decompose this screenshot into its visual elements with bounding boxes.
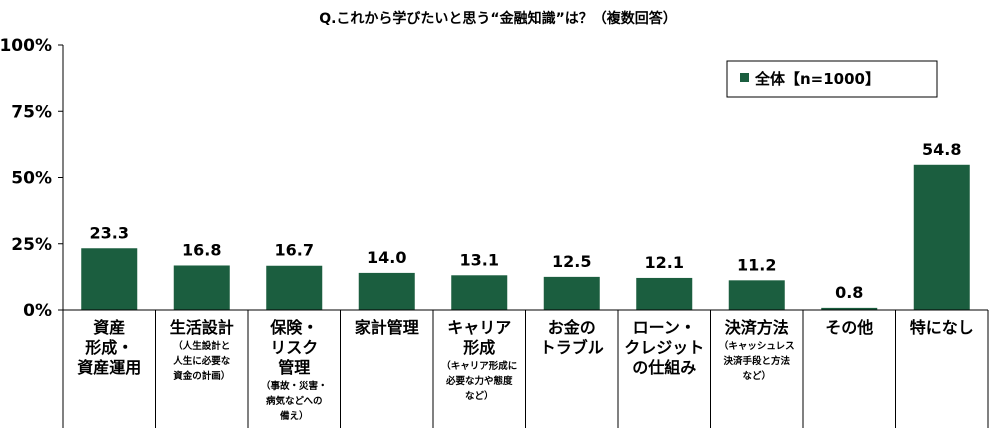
legend: 全体【n=1000】 [726, 60, 938, 98]
category-label: 資産運用 [77, 358, 141, 377]
y-tick-label: 75% [11, 102, 52, 122]
category-label: 資産 [93, 318, 125, 337]
bars [81, 164, 970, 310]
category-sublabel: など） [465, 390, 494, 402]
value-label: 12.1 [645, 253, 684, 272]
bar [358, 272, 415, 310]
category-label: 管理 [278, 358, 310, 377]
category-label: トラブル [540, 338, 604, 357]
value-label: 23.3 [90, 223, 129, 242]
value-label: 16.7 [275, 241, 314, 260]
value-label: 54.8 [922, 140, 961, 159]
value-label: 11.2 [737, 255, 776, 274]
category-sublabel: （人生設計と [173, 340, 230, 352]
bar [81, 248, 138, 310]
category-label: ローン・ [633, 318, 696, 337]
chart-title: Q.これから学びたいと思う“金融知識”は？（複数回答） [319, 10, 677, 27]
legend-label: 全体【n=1000】 [754, 70, 880, 88]
value-label: 0.8 [835, 283, 863, 302]
bar [173, 265, 230, 310]
category-sublabel: （キャッシュレス [719, 340, 795, 352]
value-label: 12.5 [552, 252, 591, 271]
bar [266, 265, 323, 310]
category-sublabel: 病気などへの [266, 395, 323, 407]
bar [636, 277, 693, 310]
category-label: キャリア [447, 318, 511, 337]
category-sublabel: 備え） [280, 410, 309, 422]
value-label: 16.8 [182, 240, 221, 259]
y-tick-label: 100% [0, 36, 52, 56]
category-label: 形成 [463, 338, 495, 357]
category-label: クレジット [624, 338, 704, 357]
category-label: 家計管理 [355, 318, 419, 337]
value-label: 14.0 [367, 248, 406, 267]
axes [62, 45, 989, 428]
bar [451, 275, 508, 310]
category-sublabel: （事故・災害・ [261, 380, 328, 392]
category-label: 決済方法 [725, 318, 789, 337]
category-label: 保険・ [269, 318, 318, 337]
category-label: 形成・ [85, 338, 133, 357]
bar [821, 307, 878, 310]
value-labels: 23.3 16.8 16.7 14.0 13.1 12.5 12.1 11.2 0.8 54.8 [90, 140, 962, 302]
category-label: 生活設計 [170, 318, 234, 337]
category-sublabel: 決済手段と方法 [723, 355, 790, 367]
y-tick-label: 25% [11, 235, 52, 255]
y-tick-label: 0% [23, 301, 52, 321]
category-sublabel: （キャリア形成に [441, 360, 517, 372]
category-sublabel: など） [742, 370, 771, 382]
value-label: 13.1 [460, 250, 499, 269]
category-label: 特になし [910, 318, 974, 337]
category-label: リスク [270, 338, 318, 357]
category-label: その他 [825, 318, 873, 337]
category-label: お金の [548, 318, 596, 337]
legend-swatch [740, 73, 749, 82]
y-tick-label: 50% [11, 169, 52, 189]
category-sublabel: 必要な力や態度 [445, 375, 513, 387]
bar [728, 280, 785, 310]
bar [913, 164, 970, 310]
category-sublabel: 人生に必要な [173, 355, 231, 367]
legend-box [726, 60, 938, 98]
y-axis-ticks: 0% 25% 50% 75% 100% [0, 36, 63, 321]
category-label: の仕組み [632, 358, 696, 377]
category-sublabel: 資金の計画） [173, 370, 230, 382]
bar [543, 276, 600, 310]
